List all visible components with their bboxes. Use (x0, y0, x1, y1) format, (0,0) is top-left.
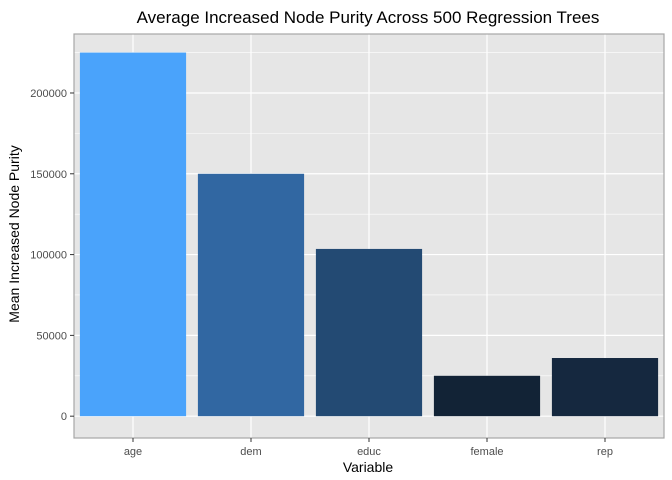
bars (79, 52, 659, 417)
y-tick-label: 100000 (30, 250, 67, 262)
y-tick-label: 150000 (30, 169, 67, 181)
bar-educ (315, 248, 423, 417)
bar-age (79, 52, 187, 417)
x-tick-label: rep (597, 446, 613, 458)
bar-rep (551, 358, 659, 417)
y-tick-label: 0 (61, 411, 67, 423)
bar-female (433, 375, 541, 417)
x-tick-label: educ (357, 446, 381, 458)
x-tick-label: dem (240, 446, 261, 458)
y-axis: 0 50000 100000 150000 200000 (30, 88, 74, 423)
y-tick-label: 200000 (30, 88, 67, 100)
chart-title: Average Increased Node Purity Across 500… (137, 8, 600, 27)
y-axis-title: Mean Increased Node Purity (6, 145, 22, 322)
x-axis-title: Variable (343, 459, 394, 475)
bar-dem (197, 173, 305, 417)
x-tick-label: age (124, 446, 142, 458)
y-tick-label: 50000 (36, 330, 67, 342)
x-axis: age dem educ female rep (124, 438, 613, 458)
x-tick-label: female (470, 446, 503, 458)
